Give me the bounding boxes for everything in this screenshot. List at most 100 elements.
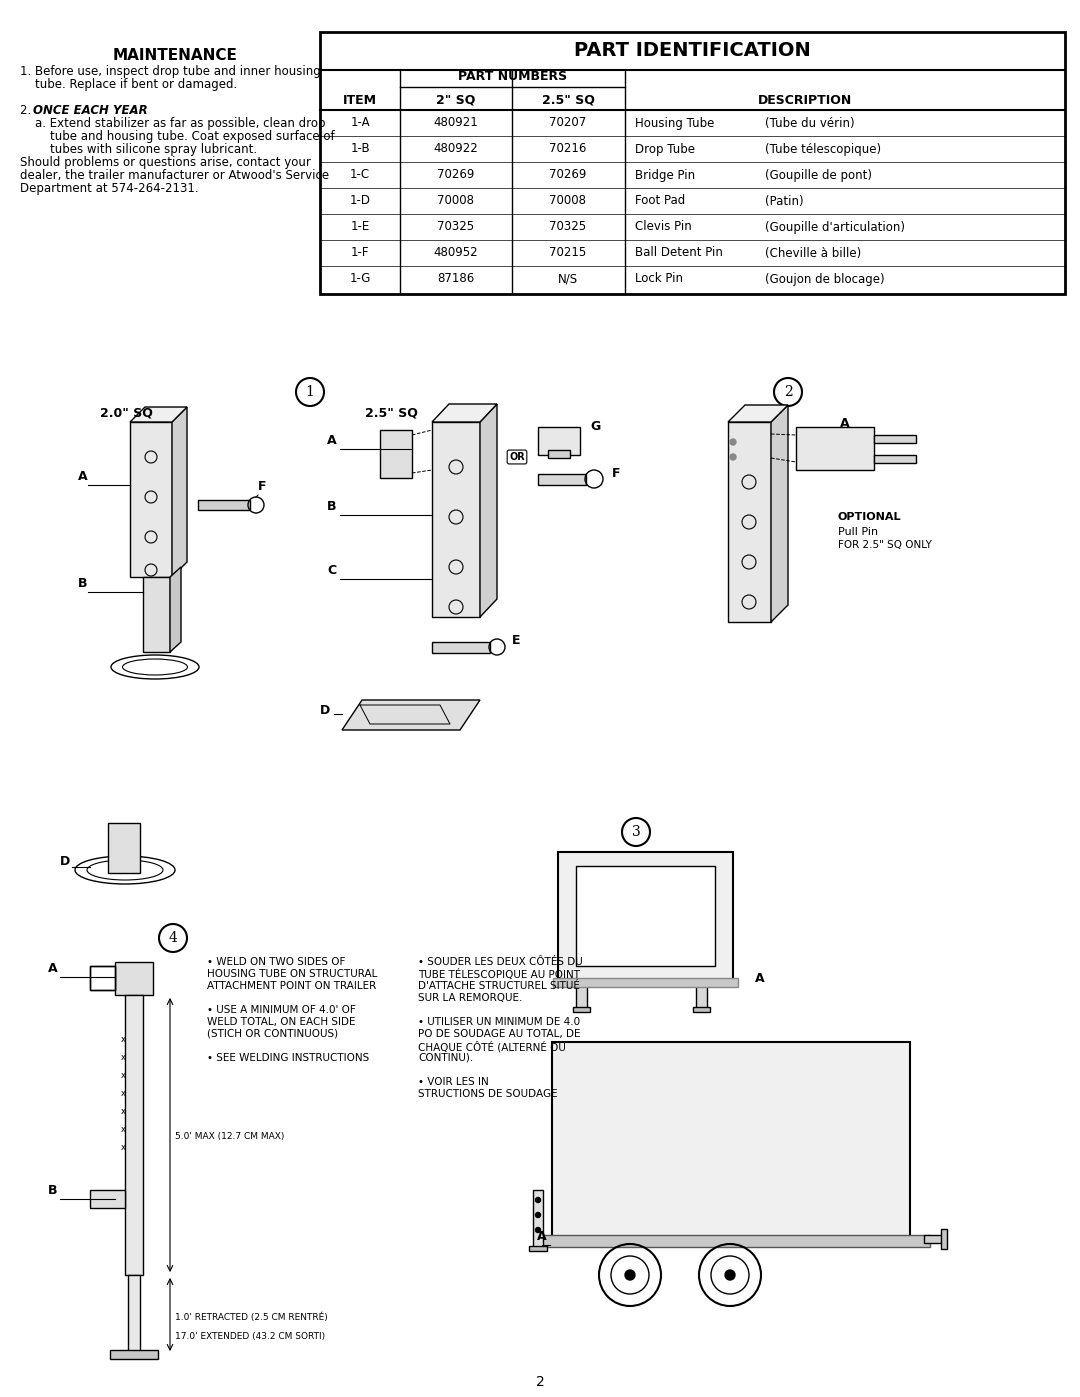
Text: Pull Pin: Pull Pin	[838, 527, 878, 536]
Text: 1-F: 1-F	[351, 246, 369, 260]
Text: x: x	[121, 1126, 125, 1134]
Bar	[696, 981, 707, 1009]
Text: Foot Pad: Foot Pad	[635, 194, 685, 208]
Text: Lock Pin: Lock Pin	[635, 272, 683, 285]
Text: Department at 574-264-2131.: Department at 574-264-2131.	[21, 182, 199, 196]
Text: 1.0' RETRACTED (2.5 CM RENTRÉ): 1.0' RETRACTED (2.5 CM RENTRÉ)	[175, 1312, 327, 1322]
Bar	[924, 1235, 942, 1243]
Text: 70207: 70207	[550, 116, 586, 130]
Bar	[380, 430, 411, 478]
Text: A: A	[78, 469, 87, 483]
Text: (Tube du vérin): (Tube du vérin)	[765, 116, 854, 130]
Text: CONTINU).: CONTINU).	[418, 1053, 473, 1063]
Bar	[143, 577, 170, 652]
Text: 1-G: 1-G	[349, 272, 370, 285]
Text: x: x	[121, 1108, 125, 1116]
Bar	[198, 500, 249, 510]
Text: tube and housing tube. Coat exposed surface of: tube and housing tube. Coat exposed surf…	[21, 130, 335, 142]
Circle shape	[536, 1197, 540, 1203]
Text: A: A	[537, 1229, 546, 1243]
Circle shape	[536, 1213, 540, 1218]
Text: A: A	[755, 972, 765, 985]
Text: • SOUDER LES DEUX CÔTÉS DU: • SOUDER LES DEUX CÔTÉS DU	[418, 957, 583, 967]
Text: dealer, the trailer manufacturer or Atwood's Service: dealer, the trailer manufacturer or Atwo…	[21, 169, 329, 182]
Text: (STICH OR CONTINUOUS): (STICH OR CONTINUOUS)	[207, 1030, 338, 1039]
Bar	[90, 965, 114, 990]
Text: 1-C: 1-C	[350, 169, 370, 182]
Text: PART IDENTIFICATION: PART IDENTIFICATION	[575, 42, 811, 60]
Text: ATTACHMENT POINT ON TRAILER: ATTACHMENT POINT ON TRAILER	[207, 981, 376, 990]
Text: FOR 2.5" SQ ONLY: FOR 2.5" SQ ONLY	[838, 541, 932, 550]
Text: 2.5" SQ: 2.5" SQ	[541, 94, 594, 106]
Bar	[552, 1042, 910, 1241]
Text: 480922: 480922	[434, 142, 478, 155]
Text: SUR LA REMORQUE.: SUR LA REMORQUE.	[418, 993, 523, 1003]
Bar	[320, 32, 1065, 293]
Text: A: A	[48, 963, 57, 975]
Text: Bridge Pin: Bridge Pin	[635, 169, 696, 182]
Text: tube. Replace if bent or damaged.: tube. Replace if bent or damaged.	[21, 78, 238, 91]
Text: 70269: 70269	[437, 169, 475, 182]
Bar	[90, 965, 114, 990]
Text: D: D	[60, 855, 70, 868]
Bar	[130, 422, 172, 577]
Text: • SEE WELDING INSTRUCTIONS: • SEE WELDING INSTRUCTIONS	[207, 1053, 369, 1063]
Bar	[548, 450, 570, 458]
Text: (Patin): (Patin)	[765, 194, 804, 208]
Text: x: x	[121, 1144, 125, 1153]
Text: 480921: 480921	[434, 116, 478, 130]
Text: 2.: 2.	[21, 103, 35, 117]
Text: B: B	[327, 500, 337, 513]
Bar	[576, 981, 588, 1009]
Text: Housing Tube: Housing Tube	[635, 116, 714, 130]
Text: PART NUMBERS: PART NUMBERS	[458, 70, 567, 82]
Text: 87186: 87186	[437, 272, 474, 285]
Bar	[573, 1007, 590, 1011]
Text: B: B	[48, 1185, 57, 1197]
Text: D: D	[320, 704, 330, 717]
Text: (Goujon de blocage): (Goujon de blocage)	[765, 272, 885, 285]
Text: ITEM: ITEM	[343, 94, 377, 106]
Text: C: C	[327, 564, 336, 577]
Text: Drop Tube: Drop Tube	[635, 142, 696, 155]
Text: N/S: N/S	[558, 272, 578, 285]
Text: HOUSING TUBE ON STRUCTURAL: HOUSING TUBE ON STRUCTURAL	[207, 970, 377, 979]
Text: DESCRIPTION: DESCRIPTION	[758, 94, 852, 106]
Text: • USE A MINIMUM OF 4.0' OF: • USE A MINIMUM OF 4.0' OF	[207, 1004, 355, 1016]
Text: Clevis Pin: Clevis Pin	[635, 221, 692, 233]
Text: 4: 4	[168, 930, 177, 944]
Bar	[529, 1246, 546, 1250]
Text: 1-A: 1-A	[350, 116, 369, 130]
Bar	[125, 995, 143, 1275]
Bar	[108, 823, 140, 873]
Text: (Tube télescopique): (Tube télescopique)	[765, 142, 881, 155]
Text: x: x	[121, 1035, 125, 1045]
Text: F: F	[612, 467, 621, 481]
Polygon shape	[480, 404, 497, 617]
Bar	[534, 1190, 543, 1248]
Polygon shape	[432, 404, 497, 422]
Bar	[129, 1275, 140, 1354]
Polygon shape	[170, 567, 181, 652]
Text: A: A	[327, 434, 337, 447]
Text: OR: OR	[509, 453, 525, 462]
Bar	[693, 1007, 710, 1011]
Text: 1-B: 1-B	[350, 142, 369, 155]
Text: CHAQUE CÔTÉ (ALTERNÉ OU: CHAQUE CÔTÉ (ALTERNÉ OU	[418, 1041, 566, 1052]
Bar	[728, 422, 771, 622]
Text: • UTILISER UN MINIMUM DE 4.0: • UTILISER UN MINIMUM DE 4.0	[418, 1017, 580, 1027]
Text: 5.0' MAX (12.7 CM MAX): 5.0' MAX (12.7 CM MAX)	[175, 1133, 284, 1141]
Circle shape	[725, 1270, 735, 1280]
Text: 70325: 70325	[437, 221, 474, 233]
Text: E: E	[512, 634, 521, 647]
Bar	[432, 643, 490, 652]
Bar	[553, 978, 738, 988]
Text: a. Extend stabilizer as far as possible, clean drop: a. Extend stabilizer as far as possible,…	[21, 117, 325, 130]
Bar	[874, 434, 916, 443]
Text: x: x	[121, 1053, 125, 1063]
Text: 70325: 70325	[550, 221, 586, 233]
Text: 2: 2	[784, 386, 793, 400]
Text: D'ATTACHE STRUCTUREL SITUÉ: D'ATTACHE STRUCTUREL SITUÉ	[418, 981, 580, 990]
Text: 70008: 70008	[550, 194, 586, 208]
Circle shape	[730, 439, 735, 446]
